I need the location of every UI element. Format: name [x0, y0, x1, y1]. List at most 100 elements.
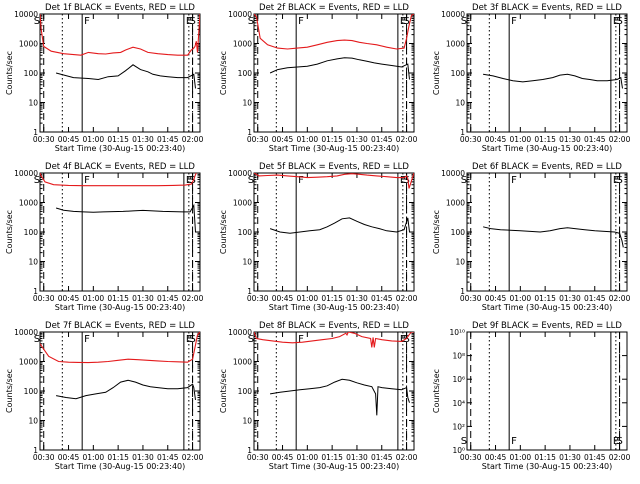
- marker-label-s: S: [34, 175, 40, 186]
- x-tick-label: 02:00: [609, 135, 631, 144]
- plot-frame: [39, 13, 201, 133]
- x-tick-label: 00:30: [460, 135, 482, 144]
- series-group: [254, 173, 414, 234]
- x-tick-label: 00:30: [460, 453, 482, 462]
- x-tick-label: 00:30: [33, 294, 55, 303]
- y-tick-label: 10: [455, 99, 465, 108]
- y-tick-label: 1: [247, 287, 252, 296]
- events-rate-line: [269, 57, 410, 80]
- plot-frame: [466, 13, 628, 133]
- panel-title: Det 9f BLACK = Events, RED = LLD: [472, 321, 622, 331]
- x-tick-label: 01:45: [584, 453, 606, 462]
- panel-title: Det 1f BLACK = Events, RED = LLD: [45, 3, 195, 13]
- y-tick-label: 1: [247, 128, 252, 137]
- marker-label-e: E: [400, 16, 406, 27]
- y-tick-label: 100: [451, 228, 466, 237]
- x-tick-label: 02:00: [609, 453, 631, 462]
- series-group: [40, 332, 200, 400]
- x-tick-label: 01:30: [559, 294, 581, 303]
- series-group: [254, 14, 414, 80]
- marker-label-f: F: [298, 334, 304, 345]
- x-tick-label: 01:45: [157, 453, 179, 462]
- marker-label-s: S: [34, 16, 40, 27]
- marker-label-f: F: [511, 436, 517, 447]
- y-tick-label: 1: [33, 128, 38, 137]
- x-tick-label: 01:30: [132, 294, 154, 303]
- x-tick-label: 01:45: [157, 294, 179, 303]
- y-tick-label: 10000: [14, 10, 38, 19]
- y-tick-label: 10000: [441, 169, 465, 178]
- marker-label-e: E: [186, 175, 192, 186]
- y-tick-label: 10: [242, 99, 252, 108]
- marker-label-saa: S: [404, 16, 410, 27]
- x-tick-label: 01:45: [584, 294, 606, 303]
- y-axis-title: Counts/sec: [432, 210, 441, 254]
- x-tick-label: 00:30: [460, 294, 482, 303]
- x-axis-title: Start Time (30-Aug-15 00:23:40): [55, 144, 186, 153]
- x-axis-title: Start Time (30-Aug-15 00:23:40): [482, 144, 613, 153]
- x-tick-label: 01:45: [584, 135, 606, 144]
- x-tick-label: 01:15: [534, 294, 556, 303]
- y-tick-label: 10000: [228, 169, 252, 178]
- y-tick-label: 100: [451, 69, 466, 78]
- marker-label-f: F: [84, 16, 90, 27]
- panel-title: Det 6f BLACK = Events, RED = LLD: [472, 162, 622, 172]
- marker-label-f: F: [298, 175, 304, 186]
- y-tick-label: 10⁸: [452, 352, 465, 361]
- y-tick-label: 1: [33, 287, 38, 296]
- y-tick-label: 10⁰: [452, 446, 465, 455]
- marker-label-s: S: [461, 16, 467, 27]
- marker-label-e: E: [400, 175, 406, 186]
- marker-label-saa: S: [190, 16, 196, 27]
- plot-frame: [39, 172, 201, 292]
- y-tick-label: 100: [24, 69, 39, 78]
- marker-label-saa: S: [617, 436, 623, 447]
- plot-frame: [253, 172, 415, 292]
- y-tick-label: 10⁴: [452, 399, 465, 408]
- y-tick-label: 1000: [233, 199, 252, 208]
- plot-frame: [253, 331, 415, 451]
- x-tick-label: 00:30: [247, 453, 269, 462]
- y-axis-title: Counts/sec: [5, 51, 14, 95]
- y-tick-label: 10: [455, 258, 465, 267]
- x-tick-label: 00:45: [272, 294, 294, 303]
- x-tick-label: 01:15: [107, 135, 129, 144]
- marker-label-f: F: [298, 16, 304, 27]
- x-tick-label: 02:00: [182, 135, 204, 144]
- marker-label-saa: S: [617, 16, 623, 27]
- y-tick-label: 1: [460, 287, 465, 296]
- y-tick-label: 1000: [19, 40, 38, 49]
- y-axis-title: Counts/sec: [5, 369, 14, 413]
- y-tick-label: 1000: [446, 40, 465, 49]
- panel-title: Det 5f BLACK = Events, RED = LLD: [259, 162, 409, 172]
- marker-label-s: S: [461, 175, 467, 186]
- events-rate-line: [56, 379, 196, 400]
- panel-title: Det 4f BLACK = Events, RED = LLD: [45, 162, 195, 172]
- x-tick-label: 01:00: [510, 135, 532, 144]
- x-tick-label: 01:15: [107, 294, 129, 303]
- y-tick-label: 10²: [452, 422, 465, 431]
- y-axis-title: Counts/sec: [5, 210, 14, 254]
- lld-rate-line: [254, 332, 414, 348]
- x-tick-label: 02:00: [609, 294, 631, 303]
- marker-label-s: S: [34, 334, 40, 345]
- marker-label-e: E: [613, 16, 619, 27]
- x-axis-title: Start Time (30-Aug-15 00:23:40): [55, 303, 186, 312]
- marker-label-saa: S: [404, 175, 410, 186]
- plot-frame: [253, 13, 415, 133]
- x-tick-label: 01:15: [534, 453, 556, 462]
- y-tick-label: 10000: [14, 328, 38, 337]
- x-tick-label: 01:00: [297, 135, 319, 144]
- panel-title: Det 3f BLACK = Events, RED = LLD: [472, 3, 622, 13]
- y-tick-label: 10¹⁰: [449, 328, 465, 337]
- x-tick-label: 01:45: [371, 294, 393, 303]
- y-tick-label: 1000: [233, 358, 252, 367]
- y-tick-label: 1: [33, 446, 38, 455]
- panel-det-3f: Det 3f BLACK = Events, RED = LLD 1 10 100 10…: [432, 3, 631, 153]
- panel-det-6f: Det 6f BLACK = Events, RED = LLD 1 10 100 10…: [432, 162, 631, 312]
- x-tick-label: 00:45: [58, 135, 80, 144]
- x-tick-label: 01:45: [371, 135, 393, 144]
- panel-title: Det 7f BLACK = Events, RED = LLD: [45, 321, 195, 331]
- series-group: [40, 14, 200, 89]
